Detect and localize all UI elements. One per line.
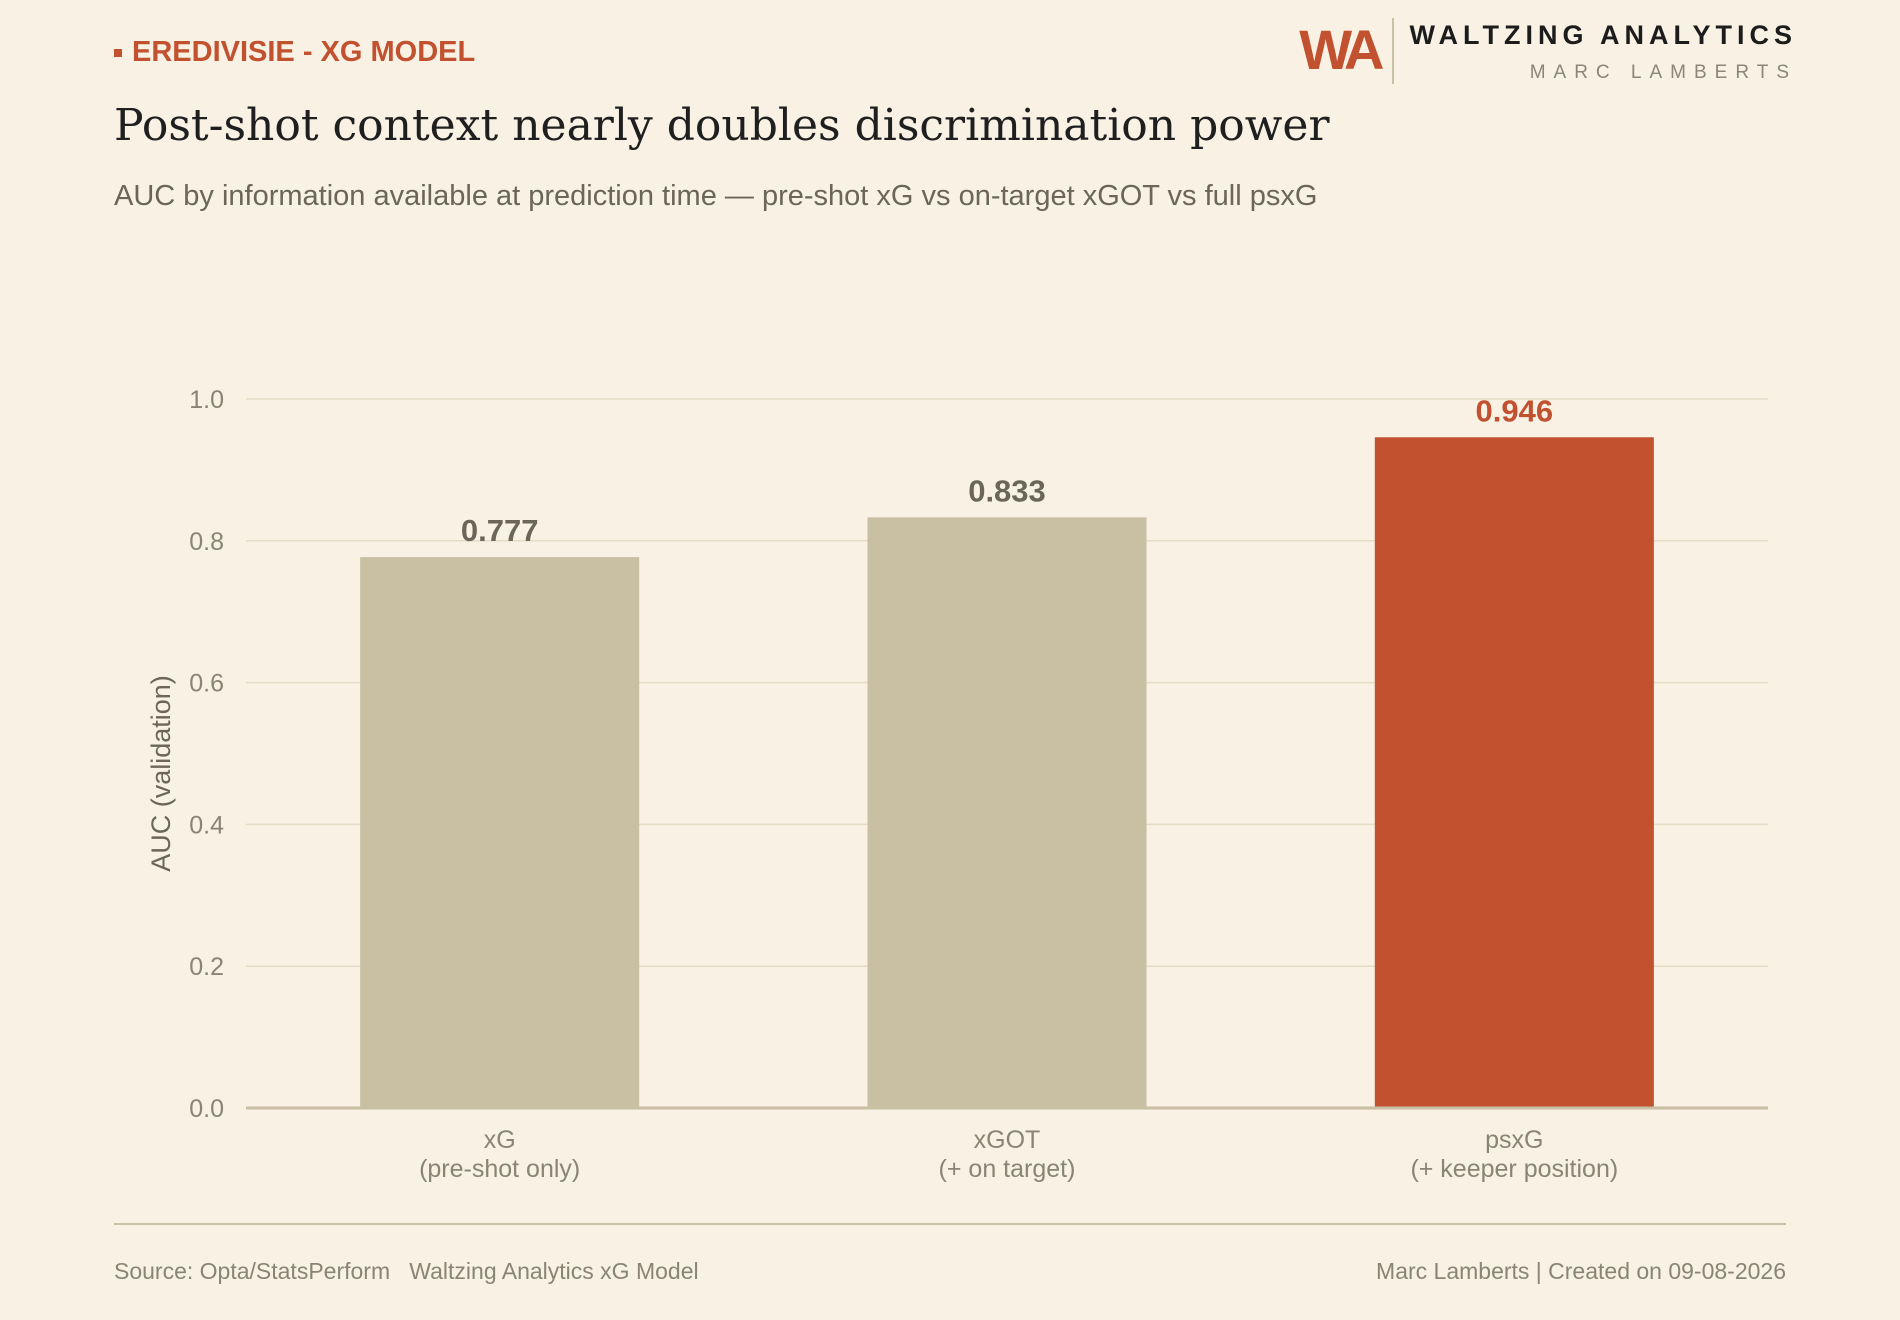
- credit-note: Marc Lamberts | Created on 09-08-2026: [1376, 1258, 1786, 1284]
- tag-square-icon: [114, 48, 122, 57]
- x-tick-label: psxG: [1485, 1126, 1543, 1154]
- brand-name: WALTZING ANALYTICS: [1409, 20, 1797, 50]
- bar-value-label: 0.777: [461, 513, 539, 548]
- y-axis-label: AUC (validation): [146, 675, 176, 872]
- bar: [360, 557, 640, 1108]
- source-note: Source: Opta/StatsPerform Waltzing Analy…: [114, 1258, 699, 1284]
- bar: [867, 517, 1147, 1108]
- footer-divider: [114, 1223, 1786, 1225]
- bar: [1374, 437, 1654, 1108]
- chart-subtitle: AUC by information available at predicti…: [114, 180, 1318, 212]
- y-tick-label: 0.8: [189, 528, 224, 556]
- y-tick-label: 0.2: [189, 953, 224, 981]
- y-tick-label: 0.6: [189, 670, 224, 698]
- bar-value-label: 0.946: [1476, 393, 1554, 428]
- brand-block: WA WALTZING ANALYTICS MARC LAMBERTS: [1299, 18, 1797, 84]
- chart-title: Post-shot context nearly doubles discrim…: [114, 100, 1330, 151]
- y-tick-label: 0.0: [189, 1095, 224, 1123]
- x-tick-label: xG: [484, 1126, 516, 1154]
- brand-logo-icon: WA: [1299, 18, 1384, 81]
- brand-text: WALTZING ANALYTICS MARC LAMBERTS: [1410, 18, 1798, 84]
- y-tick-label: 0.4: [189, 811, 224, 839]
- league-tag: EREDIVISIE - XG MODEL: [114, 36, 475, 69]
- x-tick-label: (pre-shot only): [419, 1155, 580, 1183]
- brand-divider: [1391, 18, 1394, 84]
- x-tick-label: (+ on target): [939, 1155, 1076, 1183]
- league-tag-label: EREDIVISIE - XG MODEL: [132, 36, 476, 68]
- y-tick-label: 1.0: [189, 386, 224, 414]
- brand-author: MARC LAMBERTS: [1529, 62, 1797, 83]
- x-tick-label: xGOT: [974, 1126, 1041, 1154]
- x-tick-label: (+ keeper position): [1410, 1155, 1618, 1183]
- bar-value-label: 0.833: [968, 473, 1046, 508]
